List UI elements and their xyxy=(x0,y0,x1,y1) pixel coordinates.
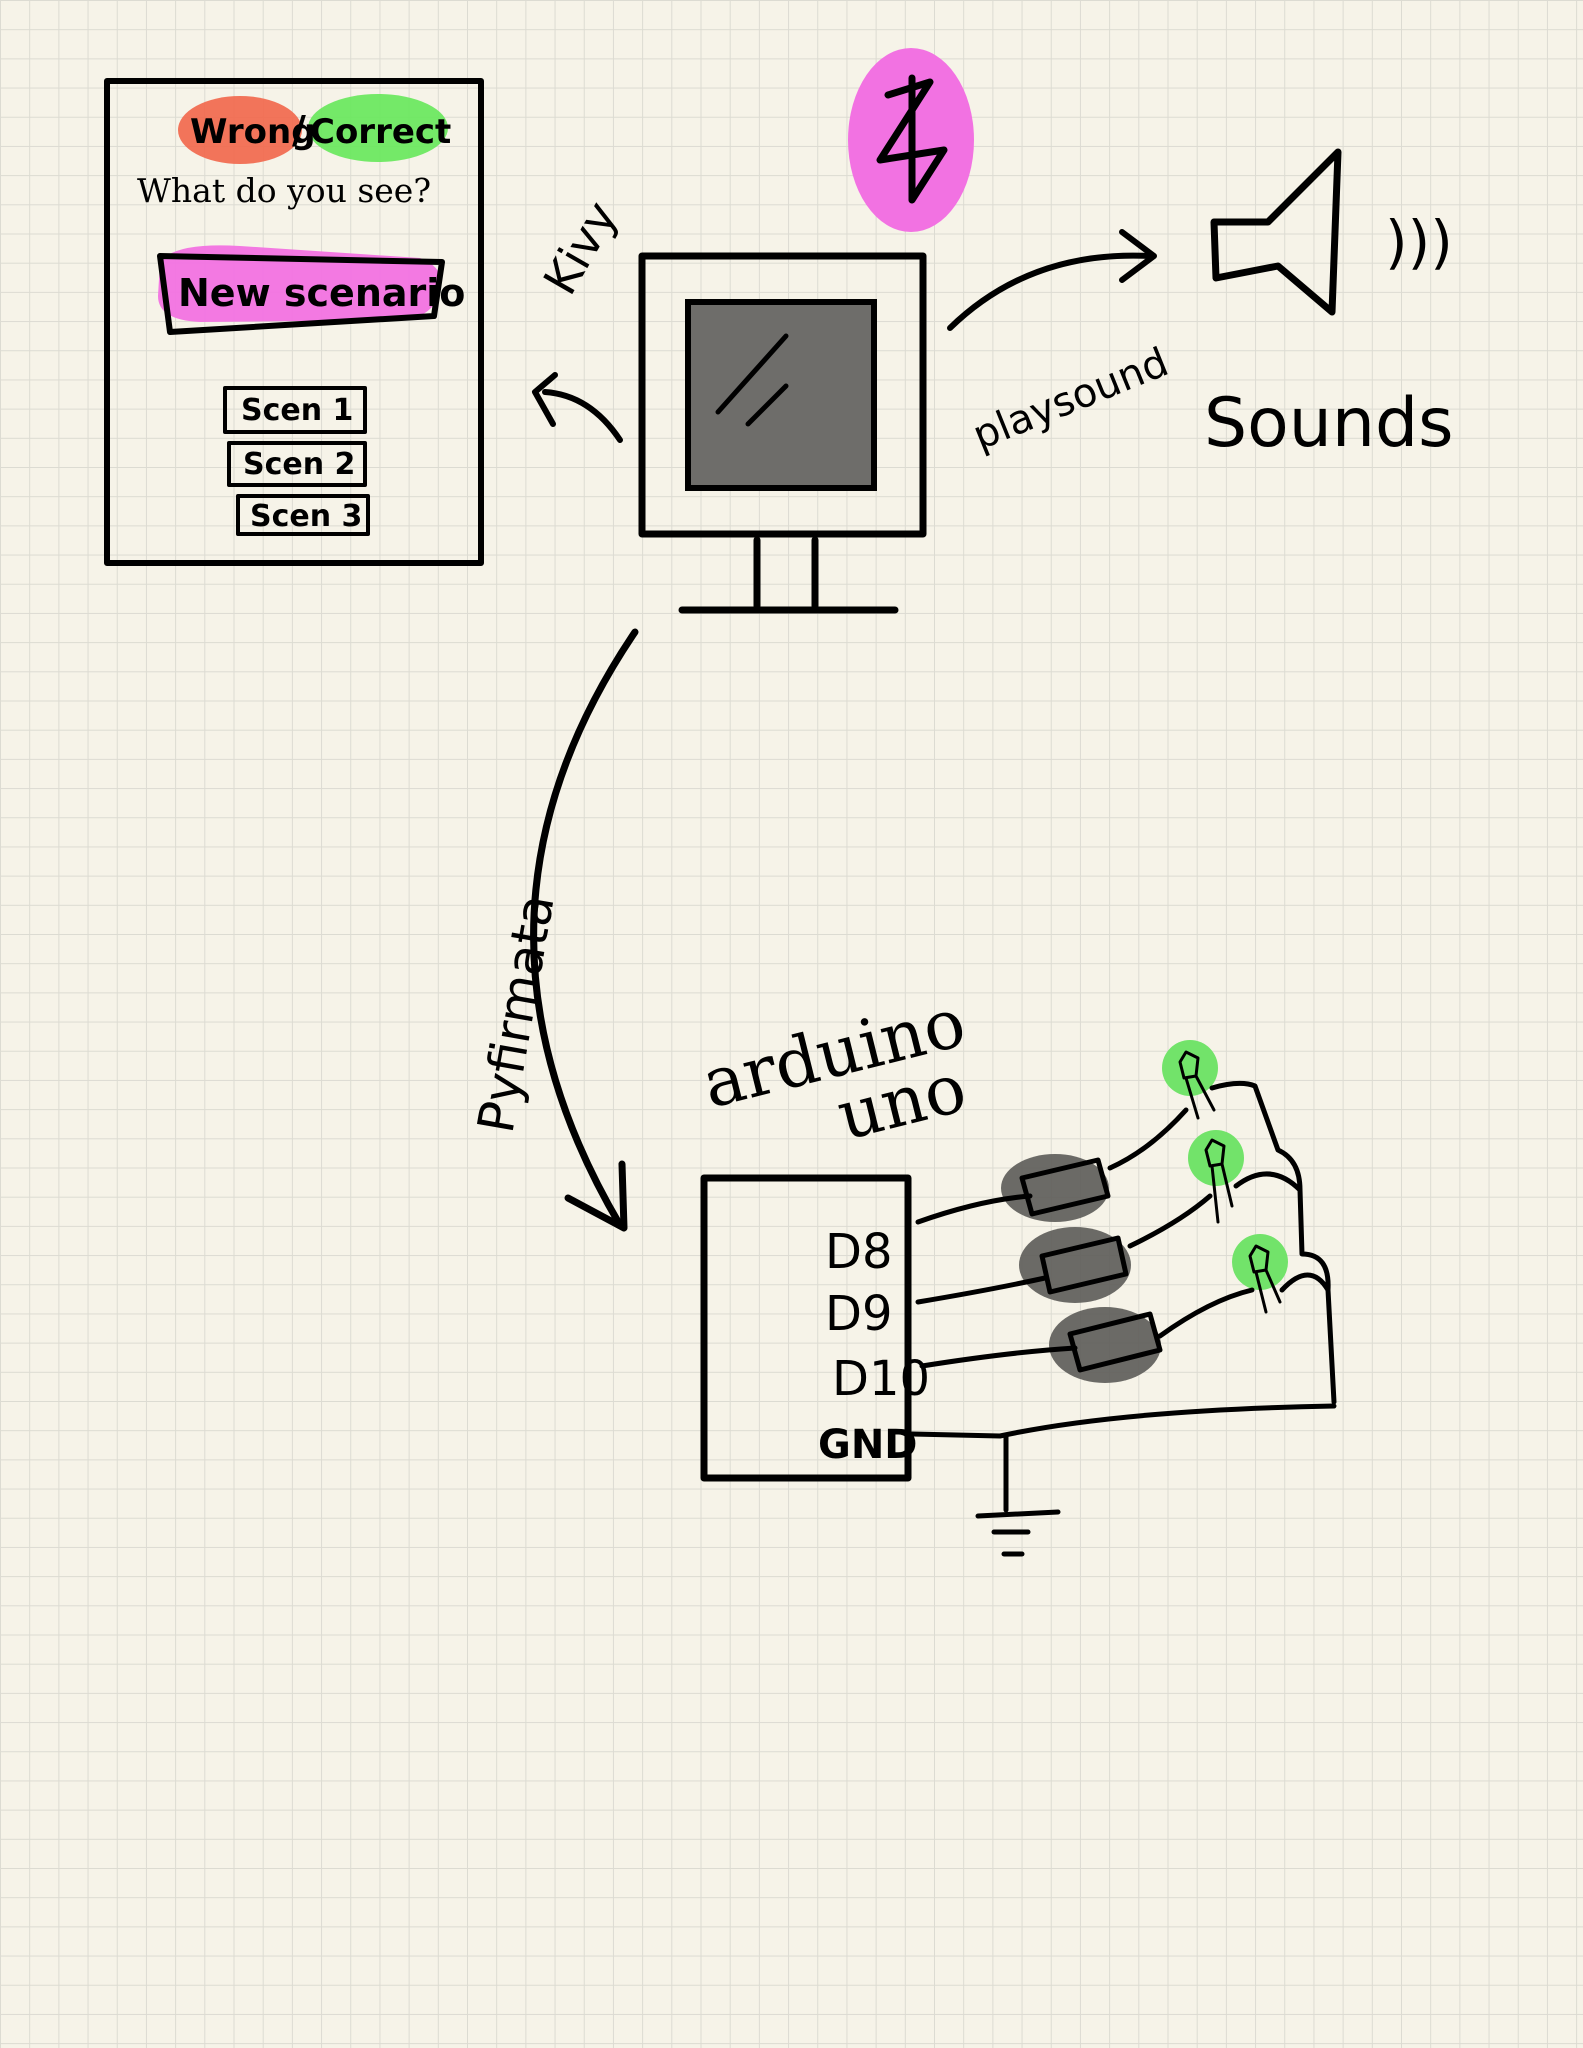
speaker-waves: ))) xyxy=(1385,208,1453,276)
ui-window-frame xyxy=(104,78,484,566)
pyfirmata-label: Pyfirmata xyxy=(467,890,566,1137)
scenario-2-label: Scen 2 xyxy=(243,447,355,482)
correct-label: Correct xyxy=(310,112,451,152)
scenario-button-1[interactable]: Scen 1 xyxy=(223,386,367,434)
speaker-icon xyxy=(1210,148,1342,316)
resistor-blob-3 xyxy=(1049,1307,1161,1383)
led-glow-2 xyxy=(1188,1130,1244,1186)
kivy-label: Kivy xyxy=(533,192,628,303)
monitor-screen xyxy=(685,299,877,491)
new-scenario-label: New scenario xyxy=(178,271,465,315)
wire-d9 xyxy=(915,1275,1048,1305)
scenario-3-label: Scen 3 xyxy=(250,499,362,534)
resistor-3 xyxy=(1067,1311,1163,1373)
resistor-1 xyxy=(1019,1157,1111,1217)
new-scenario-highlight xyxy=(158,245,442,322)
correct-highlight xyxy=(308,94,448,162)
ground-symbol-icon xyxy=(975,1433,1061,1557)
pin-d9-label: D9 xyxy=(825,1286,893,1342)
playsound-arrow xyxy=(947,229,1157,331)
led-2 xyxy=(1204,1138,1234,1224)
arduino-board: D8 D9 D10 GND xyxy=(700,1174,930,1482)
computer xyxy=(638,48,974,614)
pin-d8-label: D8 xyxy=(825,1224,893,1280)
wrong-highlight xyxy=(178,96,302,164)
bluetooth-icon xyxy=(876,74,948,204)
scenario-button-2[interactable]: Scen 2 xyxy=(227,441,367,487)
circuit xyxy=(909,1040,1337,1557)
wire-d8 xyxy=(915,1193,1033,1225)
led-3 xyxy=(1248,1244,1282,1314)
ui-mockup: Wrong / Correct What do you see? New sce… xyxy=(104,78,484,566)
pyfirmata-arrow xyxy=(530,628,639,1232)
new-scenario-button[interactable]: New scenario xyxy=(157,253,465,335)
scenario-1-label: Scen 1 xyxy=(241,393,353,428)
resistor-2 xyxy=(1039,1235,1129,1295)
led-glow-3 xyxy=(1232,1234,1288,1290)
question-label: What do you see? xyxy=(137,171,431,210)
pin-gnd-label: GND xyxy=(818,1422,918,1468)
wrong-label: Wrong xyxy=(190,112,316,152)
kivy-arrow xyxy=(532,372,623,443)
wire-d10 xyxy=(919,1345,1078,1369)
led-glow-1 xyxy=(1162,1040,1218,1096)
sounds-label: Sounds xyxy=(1204,384,1454,463)
wrong-correct-separator: / xyxy=(292,108,306,152)
pin-d10-label: D10 xyxy=(832,1351,930,1407)
playsound-label: playsound xyxy=(967,339,1175,459)
resistor-blob-1 xyxy=(1001,1154,1109,1222)
led-1 xyxy=(1178,1050,1216,1120)
scenario-button-3[interactable]: Scen 3 xyxy=(236,494,370,536)
monitor-icon xyxy=(638,252,927,614)
wire-gnd xyxy=(909,1403,1337,1439)
